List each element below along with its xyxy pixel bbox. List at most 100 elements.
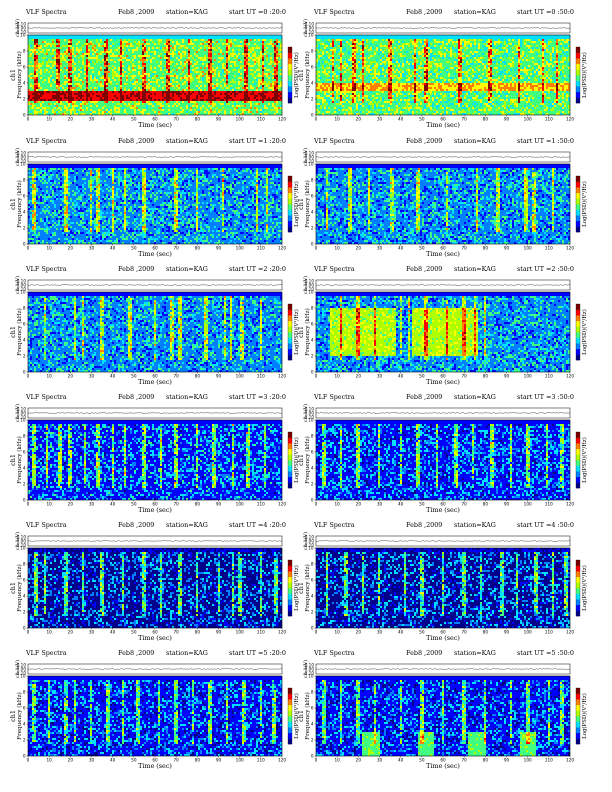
spectrogram-cell	[110, 75, 112, 77]
spectrogram-cell	[70, 113, 72, 115]
spectrogram-cell	[324, 99, 326, 101]
spectrogram-cell	[92, 57, 94, 59]
spectrogram-cell	[242, 113, 244, 115]
spectrogram-cell	[396, 95, 398, 97]
spectrogram-cell	[220, 57, 222, 59]
spectrogram-cell	[158, 85, 160, 87]
spectrogram-cell	[98, 113, 100, 115]
spectrogram-cell	[146, 107, 148, 109]
spectrogram-cell	[144, 79, 146, 81]
spectrogram-cell	[258, 73, 260, 75]
spectrogram-cell	[404, 69, 406, 71]
spectrogram-cell	[374, 85, 376, 87]
spectrogram-cell	[186, 63, 188, 65]
spectrogram-cell	[76, 37, 78, 39]
spectrogram-cell	[328, 63, 330, 65]
spectrogram-cell	[152, 65, 154, 67]
spectrogram-cell	[152, 87, 154, 89]
spectrogram-cell	[362, 63, 364, 65]
spectrogram-cell	[378, 35, 380, 37]
spectrogram-cell	[330, 37, 332, 39]
spectrogram-cell	[68, 85, 70, 87]
spectrogram-cell	[374, 39, 376, 41]
spectrogram-cell	[138, 101, 140, 103]
spectrogram-cell	[240, 43, 242, 45]
spectrogram-cell	[270, 35, 272, 37]
spectrogram-cell	[242, 55, 244, 57]
spectrogram-cell	[328, 81, 330, 83]
spectrogram-cell	[266, 83, 268, 85]
spectrogram-cell	[394, 91, 396, 93]
spectrogram-cell	[182, 91, 184, 93]
spectrogram-cell	[74, 55, 76, 57]
spectrogram-cell	[98, 59, 100, 61]
spectrogram-cell	[260, 107, 262, 109]
spectrogram-cell	[112, 57, 114, 59]
spectrogram-cell	[316, 45, 318, 47]
spectrogram-cell	[42, 81, 44, 83]
spectrogram-cell	[190, 73, 192, 75]
spectrogram-cell	[230, 75, 232, 77]
spectrogram-cell	[172, 81, 174, 83]
spectrogram-cell	[94, 99, 96, 101]
spectrogram-cell	[362, 75, 364, 77]
spectrogram-cell	[222, 95, 224, 97]
y-tick-label: 4	[23, 81, 26, 86]
spectrogram-cell	[400, 41, 402, 43]
spectrogram-cell	[364, 65, 366, 67]
spectrogram-cell	[136, 81, 138, 83]
spectrogram-cell	[126, 35, 128, 37]
spectrogram-cell	[144, 91, 146, 93]
spectrogram-cell	[132, 45, 134, 47]
spectrogram-cell	[140, 67, 142, 69]
spectrogram-cell	[148, 81, 150, 83]
spectrogram-cell	[118, 105, 120, 107]
spectrogram-cell	[34, 49, 36, 51]
spectrogram-cell	[326, 107, 328, 109]
spectrogram-cell	[142, 95, 144, 97]
spectrogram-cell	[272, 97, 274, 99]
spectrogram-cell	[124, 49, 126, 51]
spectrogram-cell	[376, 83, 378, 85]
spectrogram-cell	[168, 57, 170, 59]
spectrogram-cell	[316, 59, 318, 61]
spectrogram-cell	[96, 95, 98, 97]
spectrogram-cell	[180, 47, 182, 49]
spectrogram-cell	[228, 81, 230, 83]
spectrogram-cell	[180, 79, 182, 81]
spectrogram-cell	[198, 71, 200, 73]
spectrogram-cell	[78, 97, 80, 99]
spectrogram-cell	[134, 55, 136, 57]
spectrogram-cell	[148, 47, 150, 49]
spectrogram-cell	[58, 99, 60, 101]
spectrogram-cell	[102, 65, 104, 67]
spectrogram-cell	[218, 43, 220, 45]
spectrogram-cell	[232, 85, 234, 87]
spectrogram-cell	[340, 41, 342, 43]
spectrogram-cell	[206, 45, 208, 47]
spectrogram-cell	[202, 59, 204, 61]
spectrogram-cell	[62, 45, 64, 47]
spectrogram-cell	[200, 49, 202, 51]
spectrogram-cell	[102, 45, 104, 47]
colorbar-segment	[288, 75, 292, 81]
spectrogram-cell	[152, 99, 154, 101]
spectrogram-cell	[268, 63, 270, 65]
spectrogram-cell	[146, 35, 148, 37]
spectrogram-cell	[86, 69, 88, 71]
spectrogram-cell	[212, 105, 214, 107]
spectrogram-cell	[182, 65, 184, 67]
spectrogram-cell	[80, 101, 82, 103]
spectrogram-cell	[260, 55, 262, 57]
spectrogram-cell	[372, 101, 374, 103]
spectrogram-cell	[246, 85, 248, 87]
spectrogram-cell	[236, 77, 238, 79]
spectrogram-cell	[118, 79, 120, 81]
spectrogram-cell	[188, 105, 190, 107]
spectrogram-cell	[384, 77, 386, 79]
spectrogram-cell	[364, 93, 366, 95]
spectrogram-cell	[380, 91, 382, 93]
spectrogram-cell	[108, 79, 110, 81]
spectrogram-cell	[330, 85, 332, 87]
spectrogram-cell	[140, 55, 142, 57]
